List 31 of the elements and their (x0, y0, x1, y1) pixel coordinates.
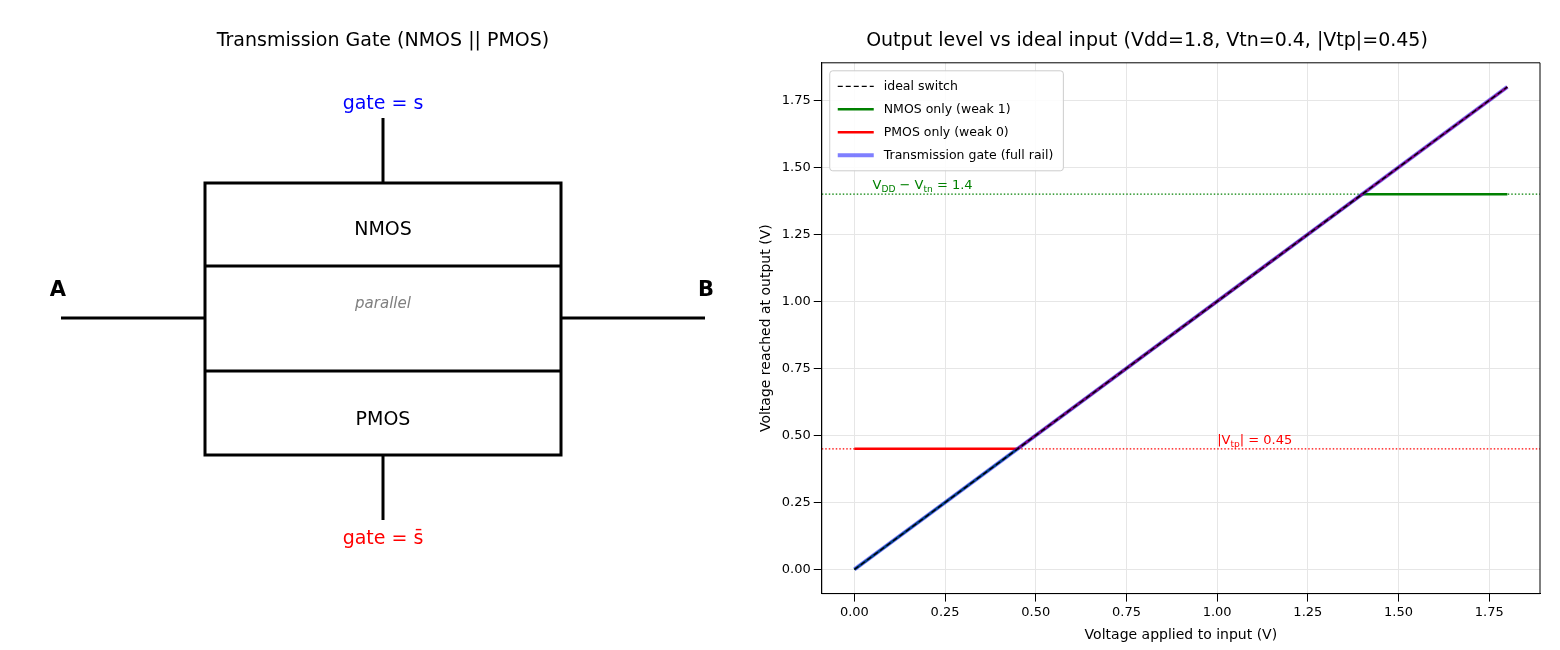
x-tick-label: 0.50 (1021, 603, 1051, 619)
chart-title: Output level vs ideal input (Vdd=1.8, Vtn=0.4, |Vtp|=0.45) (866, 28, 1428, 52)
text: PMOS (354, 406, 412, 430)
text: NMOS (353, 216, 413, 240)
text: B (697, 277, 714, 302)
y-tick-label: 0.25 (781, 493, 811, 509)
text: gate = s̄ (341, 525, 425, 549)
legend-label: Transmission gate (full rail) (882, 146, 1054, 162)
x-tick-label: 1.25 (1293, 603, 1323, 619)
x-tick-label: 0.00 (839, 603, 869, 619)
x-tick-label: 0.75 (1111, 603, 1141, 619)
legend-label: PMOS only (weak 0) (883, 123, 1009, 139)
text: parallel (354, 294, 412, 312)
x-axis-title: Voltage applied to input (V) (1084, 626, 1278, 643)
text: A (48, 277, 68, 303)
x-tick-label: 0.25 (930, 603, 960, 619)
y-tick-label: 1.75 (781, 91, 811, 107)
x-tick-label: 1.75 (1474, 603, 1504, 619)
x-tick-label: 1.50 (1384, 603, 1413, 619)
x-tick-label: 1.00 (1202, 603, 1232, 619)
y-tick-label: 0.75 (781, 359, 811, 375)
legend-label: NMOS only (weak 1) (883, 100, 1011, 116)
y-tick-label: 0.00 (781, 560, 811, 576)
y-tick-label: 1.25 (781, 225, 811, 241)
y-tick-label: 0.50 (781, 426, 811, 442)
y-tick-label: 1.00 (781, 292, 811, 308)
text: Transmission Gate (NMOS || PMOS) (215, 28, 551, 50)
legend-label: ideal switch (883, 77, 958, 93)
y-axis-title: Voltage reached at output (V) (757, 224, 774, 433)
y-tick-label: 1.50 (781, 158, 811, 174)
text: gate = s (341, 90, 425, 114)
